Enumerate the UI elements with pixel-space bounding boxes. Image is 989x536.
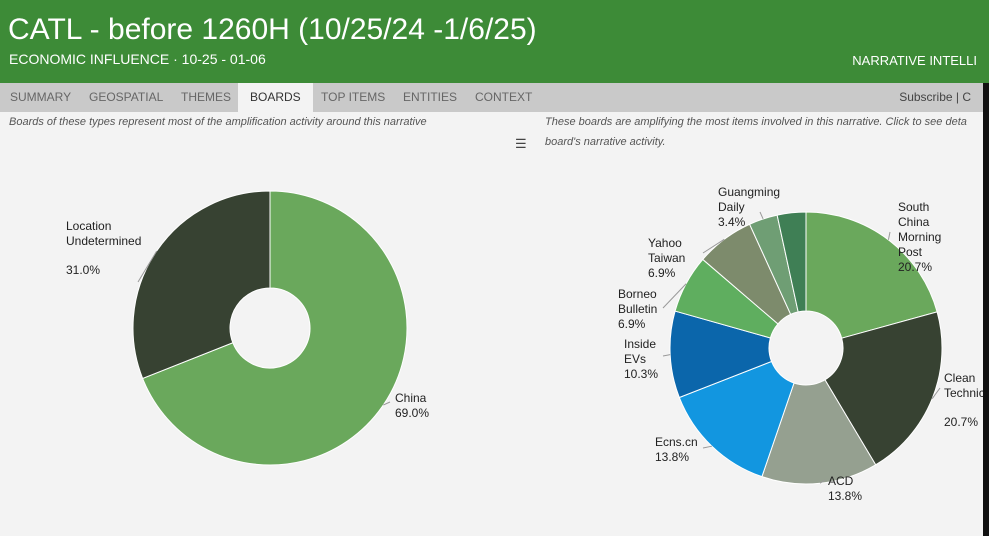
slice-label: Undetermined	[66, 234, 141, 248]
pie-slice[interactable]	[761, 379, 877, 485]
label-leader-line	[819, 479, 826, 484]
brand-label: NARRATIVE INTELLI	[852, 53, 977, 68]
slice-label: Guangming	[718, 185, 780, 199]
pie-slice[interactable]	[805, 211, 938, 339]
page-title: CATL - before 1260H (10/25/24 -1/6/25)	[8, 13, 537, 46]
tab-bar: SUMMARY GEOSPATIAL THEMES BOARDS TOP ITE…	[0, 83, 989, 112]
label-leader-line	[662, 354, 671, 357]
slice-value-label: 6.9%	[648, 266, 676, 280]
pie-slice[interactable]	[132, 190, 271, 380]
tab-summary[interactable]: SUMMARY	[10, 90, 72, 104]
slice-label: Ecns.cn	[655, 435, 698, 449]
subscribe-link[interactable]: Subscribe | C	[899, 90, 971, 104]
slice-label: Taiwan	[648, 251, 685, 265]
tab-context[interactable]: CONTEXT	[475, 90, 533, 104]
label-leader-line	[662, 283, 687, 309]
slice-label: ACD	[828, 474, 854, 488]
slice-value-label: 3.4%	[718, 215, 746, 229]
label-leader-line	[383, 401, 391, 406]
pie-slice[interactable]	[669, 310, 773, 399]
label-leader-line	[137, 250, 158, 283]
label-leader-line	[887, 231, 891, 240]
tab-entities[interactable]: ENTITIES	[403, 90, 458, 104]
page-subtitle: ECONOMIC INFLUENCE · 10-25 - 01-06	[9, 51, 266, 67]
window-edge	[983, 83, 989, 536]
label-leader-line	[702, 238, 725, 254]
donut-chart-2: SouthChinaMorningPost20.7%CleanTechnic20…	[618, 185, 985, 503]
right-chart-description-line1: These boards are amplifying the most ite…	[545, 116, 967, 128]
label-leader-line	[759, 211, 764, 220]
slice-value-label: 20.7%	[944, 415, 978, 429]
right-chart-description-line2: board's narrative activity.	[545, 136, 666, 148]
slice-label: Daily	[718, 200, 745, 214]
slice-label: Morning	[898, 230, 941, 244]
label-leader-line	[931, 387, 941, 400]
slice-value-label: 13.8%	[828, 489, 862, 503]
slice-value-label: 69.0%	[395, 406, 429, 420]
slice-value-label: 10.3%	[624, 367, 658, 381]
slice-value-label: 31.0%	[66, 263, 100, 277]
slice-label: Technic	[944, 386, 985, 400]
slice-value-label: 20.7%	[898, 260, 932, 274]
pie-slice[interactable]	[824, 311, 943, 466]
slice-value-label: 13.8%	[655, 450, 689, 464]
slice-value-label: 6.9%	[618, 317, 646, 331]
slice-label: Borneo	[618, 287, 657, 301]
pie-slice[interactable]	[141, 190, 408, 466]
slice-label: China	[898, 215, 930, 229]
slice-label: Yahoo	[648, 236, 682, 250]
slice-label: Location	[66, 219, 111, 233]
slice-label: EVs	[624, 352, 646, 366]
tab-boards[interactable]: BOARDS	[238, 83, 313, 112]
app-header: CATL - before 1260H (10/25/24 -1/6/25) E…	[0, 0, 989, 83]
slice-label: Inside	[624, 337, 656, 351]
tab-geospatial[interactable]: GEOSPATIAL	[89, 90, 164, 104]
tab-top-items[interactable]: TOP ITEMS	[321, 90, 386, 104]
slice-label: South	[898, 200, 929, 214]
pie-slice[interactable]	[776, 211, 807, 313]
pie-slice[interactable]	[678, 360, 795, 478]
hamburger-menu-icon[interactable]: ☰	[515, 136, 527, 151]
tab-themes[interactable]: THEMES	[181, 90, 232, 104]
slice-label: Bulletin	[618, 302, 657, 316]
slice-label: Post	[898, 245, 923, 259]
label-leader-line	[702, 445, 712, 449]
left-chart-description: Boards of these types represent most of …	[9, 116, 427, 128]
slice-label: Clean	[944, 371, 975, 385]
slice-label: China	[395, 391, 427, 405]
